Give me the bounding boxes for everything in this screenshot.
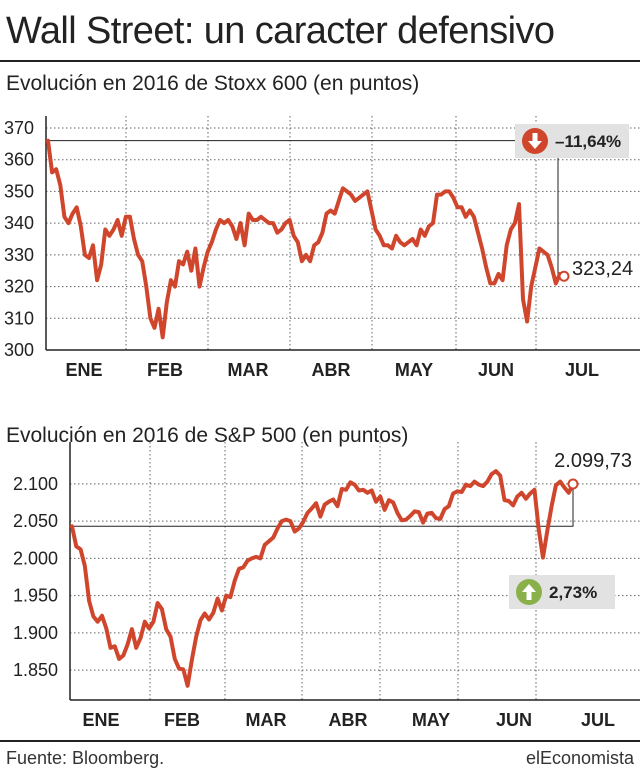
reference-line xyxy=(72,484,574,527)
chart1-title: Evolución en 2016 de Stoxx 600 (en punto… xyxy=(6,72,420,95)
y-tick-label: 2.050 xyxy=(13,511,58,531)
x-tick-label: JUN xyxy=(478,360,514,380)
x-tick-label: MAY xyxy=(395,360,433,380)
x-tick-label: ABR xyxy=(329,710,368,730)
y-tick-label: 1.850 xyxy=(13,660,58,680)
end-point-marker xyxy=(558,270,570,282)
footer-rule xyxy=(0,740,640,742)
y-tick-label: 370 xyxy=(4,118,34,138)
y-tick-label: 2.100 xyxy=(13,474,58,494)
y-tick-label: 330 xyxy=(4,245,34,265)
change-value: 2,73% xyxy=(549,583,597,602)
change-value: –11,64% xyxy=(555,132,621,151)
x-tick-label: FEB xyxy=(164,710,200,730)
chart2-title: Evolución en 2016 de S&P 500 (en puntos) xyxy=(6,424,409,447)
stoxx600-chart: 300 310 320 330 340 350 360 370 ENE FEB MAR ABR MAY J… xyxy=(4,116,640,380)
x-tick-label: JUL xyxy=(581,710,615,730)
y-tick-label: 340 xyxy=(4,213,34,233)
x-tick-label: ABR xyxy=(312,360,351,380)
arrow-up-glyph xyxy=(522,584,536,600)
x-tick-label: ENE xyxy=(65,360,102,380)
y-tick-label: 310 xyxy=(4,308,34,328)
x-tick-label: MAR xyxy=(228,360,269,380)
last-value-label: 323,24 xyxy=(572,258,633,280)
arrow-down-glyph xyxy=(528,133,542,149)
x-tick-label: MAR xyxy=(246,710,287,730)
sp500-chart: 1.850 1.900 1.950 2.000 2.050 2.100 ENE FEB MAR A… xyxy=(13,442,640,730)
x-tick-label: FEB xyxy=(147,360,183,380)
footer-source: Fuente: Bloomberg. xyxy=(6,748,165,768)
y-tick-label: 360 xyxy=(4,150,34,170)
last-value-label: 2.099,73 xyxy=(554,450,632,472)
x-tick-label: MAY xyxy=(412,710,450,730)
y-tick-label: 300 xyxy=(4,340,34,360)
end-point-marker xyxy=(567,478,579,490)
x-tick-label: JUN xyxy=(496,710,532,730)
x-tick-label: JUL xyxy=(565,360,599,380)
y-tick-label: 350 xyxy=(4,181,34,201)
y-tick-label: 1.950 xyxy=(13,586,58,606)
y-tick-label: 2.000 xyxy=(13,548,58,568)
series-line xyxy=(70,469,575,688)
x-tick-label: ENE xyxy=(82,710,119,730)
y-tick-label: 1.900 xyxy=(13,623,58,643)
y-tick-label: 320 xyxy=(4,277,34,297)
footer-brand: elEconomista xyxy=(525,748,634,768)
series-line xyxy=(46,138,566,340)
title-rule xyxy=(0,60,640,62)
page-title: Wall Street: un caracter defensivo xyxy=(6,10,555,52)
